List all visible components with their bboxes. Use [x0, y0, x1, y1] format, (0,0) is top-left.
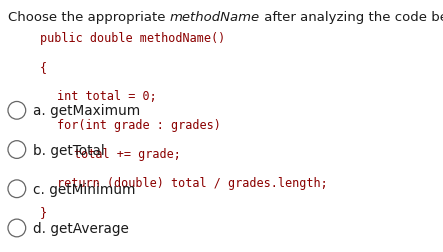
Text: after analyzing the code below:: after analyzing the code below: — [260, 11, 443, 24]
Text: methodName: methodName — [170, 11, 260, 24]
Text: int total = 0;: int total = 0; — [57, 89, 156, 102]
Text: return (double) total / grades.length;: return (double) total / grades.length; — [57, 176, 327, 189]
Text: {: { — [40, 60, 47, 73]
Text: total += grade;: total += grade; — [74, 147, 180, 160]
Text: d. getAverage: d. getAverage — [33, 221, 129, 235]
Text: }: } — [40, 205, 47, 218]
Text: a. getMaximum: a. getMaximum — [33, 104, 140, 118]
Text: public double methodName(): public double methodName() — [40, 32, 225, 44]
Text: c. getMinimum: c. getMinimum — [33, 182, 136, 196]
Text: for(int grade : grades): for(int grade : grades) — [57, 118, 221, 131]
Text: b. getTotal: b. getTotal — [33, 143, 105, 157]
Text: Choose the appropriate: Choose the appropriate — [8, 11, 170, 24]
